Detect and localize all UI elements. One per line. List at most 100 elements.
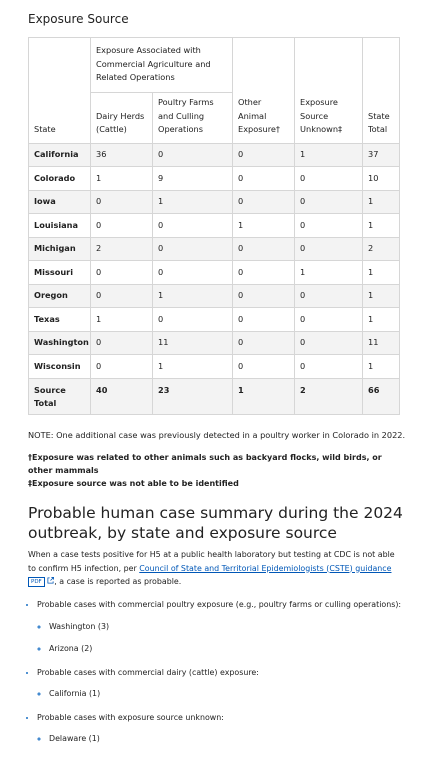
header-cell: State Total [362, 37, 401, 144]
count-cell: 0 [90, 213, 153, 238]
list-item: Probable cases with exposure source unkn… [37, 711, 417, 746]
count-cell: 0 [151, 307, 234, 332]
count-cell: 0 [90, 189, 153, 214]
count-cell: 0 [232, 166, 296, 191]
count-cell: 1 [362, 189, 401, 214]
table-row: Oregon 0 1 0 0 1 [28, 283, 401, 308]
section-title: Exposure Source [28, 12, 129, 26]
table-row: Louisiana 0 0 1 0 1 [28, 213, 401, 238]
count-cell: 0 [151, 142, 234, 167]
count-cell: 1 [232, 377, 296, 415]
sub-item: California (1) [49, 687, 417, 701]
header-cell: Dairy Herds (Cattle) [90, 92, 153, 144]
count-cell: 1 [294, 142, 364, 167]
count-cell: 1 [151, 189, 234, 214]
link[interactable]: Council of State and Territorial Epidemi… [139, 563, 392, 573]
count-cell: 36 [90, 142, 153, 167]
header-cell: Exposure Source Unknown‡ [294, 37, 364, 144]
count-cell: 0 [151, 260, 234, 285]
table-row: Source Total 40 23 1 2 66 [28, 377, 401, 415]
count-cell: 37 [362, 142, 401, 167]
count-cell: 1 [362, 307, 401, 332]
count-cell: 0 [294, 166, 364, 191]
header-row: State Exposure Associated with Commercia… [28, 37, 401, 144]
state-cell: Oregon [28, 283, 91, 308]
list-item: Probable cases with commercial dairy (ca… [37, 666, 417, 701]
sub-list: Washington (3) Arizona (2) [37, 620, 417, 656]
sub-list: California (1) [37, 687, 417, 701]
item-text: Probable cases with commercial poultry e… [37, 600, 402, 609]
count-cell: 0 [232, 330, 296, 355]
header-row: Dairy Herds (Cattle) Poultry Farms and C… [29, 92, 400, 144]
bullet-list: Probable cases with commercial poultry e… [22, 598, 417, 756]
paragraph: When a case tests positive for H5 at a p… [28, 548, 398, 589]
header-cell: Other Animal Exposure† [232, 37, 296, 144]
count-cell: 0 [232, 283, 296, 308]
count-cell: 1 [151, 354, 234, 379]
list-item: Probable cases with commercial poultry e… [37, 598, 417, 656]
heading: Probable human case summary during the 2… [28, 504, 403, 542]
state-cell: Colorado [28, 166, 91, 191]
count-cell: 0 [232, 142, 296, 167]
state-cell: Louisiana [28, 213, 91, 238]
count-cell: 66 [362, 377, 401, 415]
count-cell: 9 [151, 166, 234, 191]
table-row: Missouri 0 0 0 1 1 [28, 260, 401, 285]
state-cell: Texas [28, 307, 91, 332]
table-row: Washington 0 11 0 0 11 [28, 330, 401, 355]
count-cell: 2 [294, 377, 364, 415]
state-cell: Michigan [28, 236, 91, 261]
sub-list: Delaware (1) [37, 732, 417, 746]
count-cell: 1 [90, 166, 153, 191]
count-cell: 0 [232, 354, 296, 379]
count-cell: 11 [362, 330, 401, 355]
table-row: Wisconsin 0 1 0 0 1 [28, 354, 401, 379]
count-cell: 0 [294, 283, 364, 308]
count-cell: 1 [294, 260, 364, 285]
count-cell: 0 [151, 236, 234, 261]
count-cell: 0 [232, 236, 296, 261]
count-cell: 0 [294, 330, 364, 355]
sub-item: Arizona (2) [49, 642, 417, 656]
count-cell: 0 [294, 307, 364, 332]
sub-item: Washington (3) [49, 620, 417, 634]
count-cell: 23 [151, 377, 234, 415]
count-cell: 0 [294, 236, 364, 261]
text: , a case is reported as probable. [54, 577, 182, 586]
state-cell: Washington [28, 330, 91, 355]
state-cell: Iowa [28, 189, 91, 214]
state-cell: Wisconsin [28, 354, 91, 379]
state-cell: Missouri [28, 260, 91, 285]
state-cell: California [28, 142, 91, 167]
sub-item: Delaware (1) [49, 732, 417, 746]
table-row: Michigan 2 0 0 0 2 [28, 236, 401, 261]
count-cell: 0 [90, 260, 153, 285]
count-cell: 2 [362, 236, 401, 261]
count-cell: 1 [151, 283, 234, 308]
note: NOTE: One additional case was previously… [28, 430, 406, 440]
count-cell: 0 [151, 213, 234, 238]
header-cell: State [28, 37, 91, 144]
count-cell: 0 [232, 307, 296, 332]
item-text: Probable cases with commercial dairy (ca… [37, 667, 259, 677]
table-row: Texas 1 0 0 0 1 [28, 307, 401, 332]
external-icon [47, 577, 55, 584]
count-cell: 1 [362, 213, 401, 238]
exposure-table: State Exposure Associated with Commercia… [28, 37, 401, 415]
text: When a case tests positive for H5 at a p… [28, 550, 395, 573]
footnotes: †Exposure was related to other animals s… [28, 452, 388, 492]
footnote: †Exposure was related to other animals s… [28, 453, 382, 475]
footnote: ‡Exposure source was not able to be iden… [28, 479, 239, 488]
count-cell: 40 [90, 377, 153, 415]
count-cell: 0 [294, 354, 364, 379]
header-cell: Poultry Farms and Culling Operations [151, 92, 234, 144]
table-row: Iowa 0 1 0 0 1 [28, 189, 401, 214]
count-cell: 0 [90, 330, 153, 355]
count-cell: 0 [90, 354, 153, 379]
pdf-badge: PDF [28, 576, 45, 587]
count-cell: 1 [362, 260, 401, 285]
count-cell: 2 [90, 236, 153, 261]
item-text: Probable cases with exposure source unkn… [37, 712, 224, 722]
count-cell: 0 [232, 189, 296, 214]
